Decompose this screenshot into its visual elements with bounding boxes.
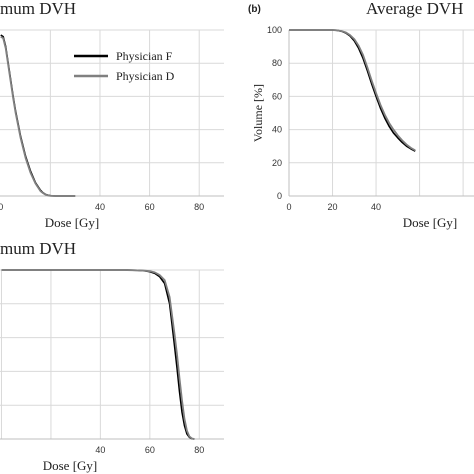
- chart-title: mum DVH: [0, 0, 76, 18]
- x-tick-label: 80: [194, 445, 204, 455]
- series-line-physician-f: [1, 269, 195, 440]
- panel-c-mum-dvh: mum DVH 40 60 80 Dose [Gy]: [0, 239, 224, 473]
- x-tick-label: 40: [95, 445, 105, 455]
- y-axis-label: Volume [%]: [251, 84, 265, 142]
- x-tick-label: 60: [145, 202, 155, 212]
- y-tick-label: 20: [272, 158, 282, 168]
- x-axis-label: Dose [Gy]: [403, 215, 458, 230]
- y-tick-label: 80: [272, 58, 282, 68]
- x-tick-label: 0: [286, 202, 291, 212]
- x-tick-label: 40: [371, 202, 381, 212]
- x-tick-label: 40: [95, 202, 105, 212]
- y-tick-label: 60: [272, 91, 282, 101]
- series-line-physician-f: [0, 34, 76, 197]
- x-axis-label: Dose [Gy]: [43, 458, 98, 473]
- panel-letter: (b): [248, 4, 261, 15]
- series-line-physician-d: [1, 269, 195, 440]
- y-tick-label: 0: [277, 191, 282, 201]
- panel-b-average-dvh: Average DVH (b) 0 20 40 0 20 40 60 80 100 Dose [Gy]…: [248, 0, 474, 230]
- x-tick-label: 20: [328, 202, 338, 212]
- series-line-physician-d: [0, 35, 76, 197]
- x-axis-label: Dose [Gy]: [45, 215, 100, 230]
- legend-label: Physician D: [116, 69, 175, 83]
- panel-a-mum-dvh: mum DVH 0 40 60 80 Dose [Gy] Physician F Physic…: [0, 0, 224, 230]
- chart-title: mum DVH: [0, 239, 76, 258]
- y-tick-label: 40: [272, 125, 282, 135]
- series-line-physician-d: [289, 29, 416, 152]
- x-tick-label: 60: [145, 445, 155, 455]
- x-tick-label: 0: [0, 202, 3, 212]
- chart-title: Average DVH: [366, 0, 463, 18]
- legend-label: Physician F: [116, 49, 173, 63]
- x-tick-label: 80: [194, 202, 204, 212]
- y-tick-label: 100: [267, 25, 282, 35]
